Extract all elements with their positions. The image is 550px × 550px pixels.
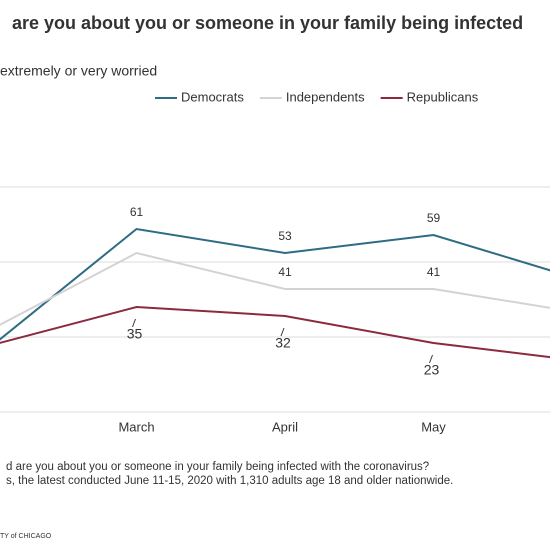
label-leader [132,318,136,328]
label-leader [429,354,433,364]
series-line [0,227,550,341]
series-line [0,251,550,326]
x-tick-label: May [421,419,446,434]
data-label: 41 [427,265,441,279]
series-line [0,305,550,359]
data-label: 32 [275,335,291,351]
label-leader [280,327,285,337]
note: s, the latest conducted June 11-15, 2020… [6,475,453,487]
data-label: 35 [127,326,143,342]
data-label: 61 [130,205,144,219]
data-label: 59 [427,211,441,225]
x-tick-label: March [118,419,154,434]
logo: TY of CHICAGO [0,533,52,540]
chart-subtitle: extremely or very worried [0,63,157,79]
data-label: 23 [424,362,440,378]
x-tick-label: April [272,419,298,434]
chart-title: are you about you or someone in your fam… [12,13,523,33]
legend-label: Independents [286,89,365,104]
data-label: 53 [278,229,292,243]
data-label: 41 [278,265,292,279]
legend-label: Democrats [181,89,244,104]
legend-label: Republicans [407,89,479,104]
note: d are you about you or someone in your f… [6,461,429,473]
